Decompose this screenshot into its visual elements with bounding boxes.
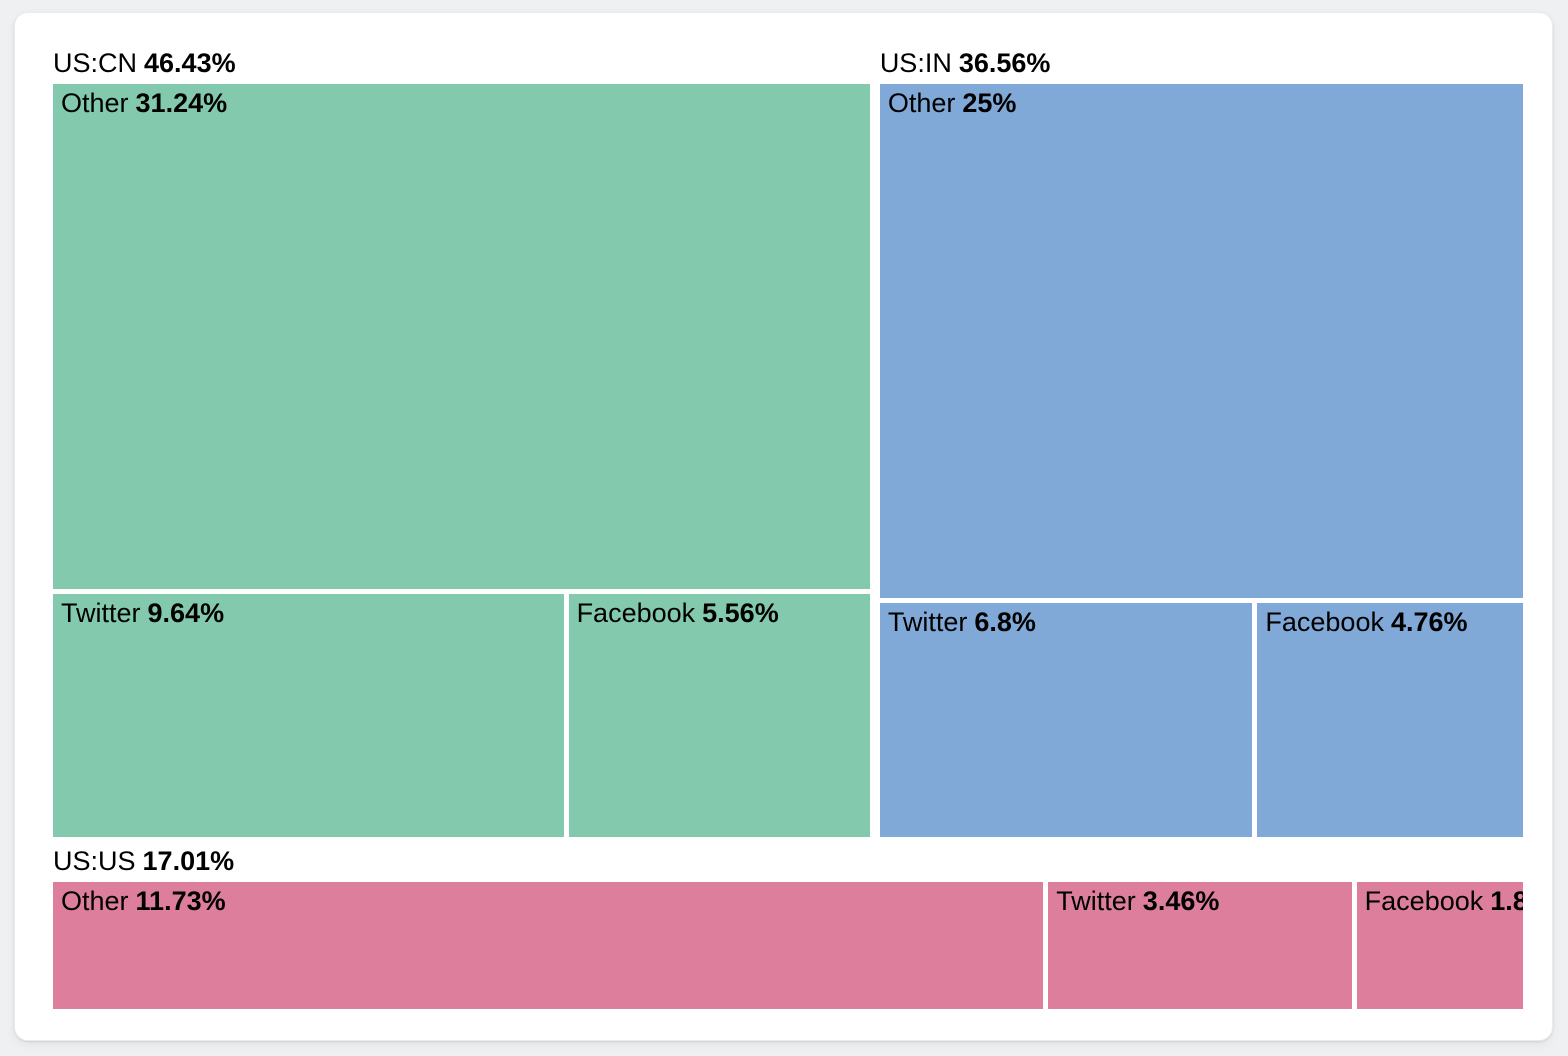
cell-us-in-other[interactable]: Other 25% (879, 84, 1523, 598)
cell-label: Other (887, 88, 956, 118)
cell-percent: 9.64% (147, 598, 225, 629)
cell-percent: 5.56% (702, 598, 779, 629)
group-cells-us-in: Other 25% Twitter 6.8% Facebook 4.76% (879, 84, 1523, 838)
cell-us-cn-twitter[interactable]: Twitter 9.64% (53, 594, 564, 838)
group-header-us-cn[interactable]: US:CN 46.43% (53, 49, 870, 77)
cell-us-in-facebook[interactable]: Facebook 4.76% (1257, 602, 1523, 838)
cell-us-us-other[interactable]: Other 11.73% (53, 882, 1044, 1009)
group-percent: 17.01% (142, 847, 235, 876)
group-header-us-in[interactable]: US:IN 36.56% (880, 49, 1523, 77)
group-cells-us-cn: Other 31.24% Twitter 9.64% Facebook 5.56% (53, 84, 870, 838)
cell-percent: 11.73% (135, 886, 226, 917)
cell-label: Other (61, 886, 129, 917)
cell-percent: 6.8% (974, 606, 1036, 637)
cell-percent: 4.76% (1390, 606, 1468, 637)
subrow-us-in: Twitter 6.8% Facebook 4.76% (879, 602, 1523, 838)
cell-label: Other (61, 88, 129, 118)
treemap-group-us-in: US:IN 36.56% Other 25% Twitter 6.8% Faceboo… (879, 49, 1523, 838)
subrow-us-cn: Twitter 9.64% Facebook 5.56% (53, 594, 870, 838)
treemap-card: US:CN 46.43% Other 31.24% Twitter 9.64% Fac… (14, 12, 1553, 1041)
treemap-chart: US:CN 46.43% Other 31.24% Twitter 9.64% Fac… (53, 49, 1524, 1009)
cell-label: Twitter (1056, 886, 1136, 917)
cell-us-us-twitter[interactable]: Twitter 3.46% (1048, 882, 1352, 1009)
group-percent: 36.56% (958, 49, 1051, 77)
cell-percent: 31.24% (135, 88, 228, 118)
group-label: US:CN (53, 49, 138, 77)
cell-us-in-twitter[interactable]: Twitter 6.8% (879, 602, 1253, 838)
cell-label: Twitter (61, 598, 141, 629)
cell-label: Facebook (576, 598, 696, 629)
treemap-group-us-us: US:US 17.01% Other 11.73% Twitter 3.46% Fac… (53, 847, 1524, 1009)
cell-label: Facebook (1265, 606, 1384, 637)
cell-us-cn-other[interactable]: Other 31.24% (53, 84, 870, 590)
cell-percent: 25% (962, 88, 1017, 118)
cell-label: Twitter (887, 606, 968, 637)
treemap-group-us-cn: US:CN 46.43% Other 31.24% Twitter 9.64% Fac… (53, 49, 870, 838)
group-percent: 46.43% (144, 49, 236, 77)
group-label: US:US (53, 847, 136, 876)
group-header-us-us[interactable]: US:US 17.01% (53, 847, 1523, 875)
treemap-bottom-row: US:US 17.01% Other 11.73% Twitter 3.46% Fac… (53, 847, 1524, 1009)
cell-label: Facebook (1364, 886, 1484, 917)
cell-percent: 1.81% (1490, 886, 1524, 917)
cell-us-cn-facebook[interactable]: Facebook 5.56% (568, 594, 870, 838)
group-label: US:IN (879, 49, 952, 77)
treemap-top-row: US:CN 46.43% Other 31.24% Twitter 9.64% Fac… (53, 49, 1523, 838)
cell-percent: 3.46% (1142, 886, 1220, 917)
